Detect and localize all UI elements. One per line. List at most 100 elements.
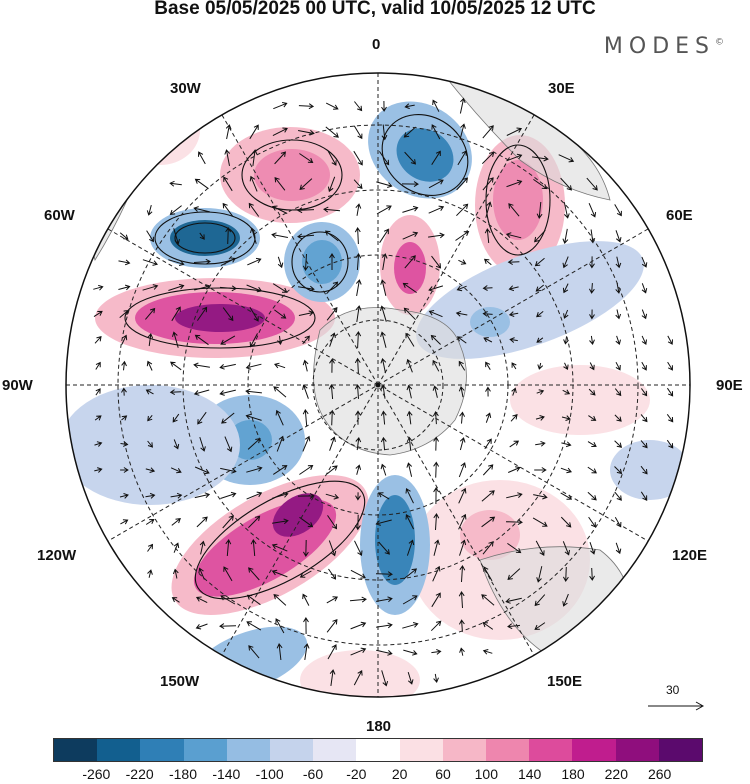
wind-arrow [329, 253, 335, 270]
wind-arrow [355, 203, 362, 216]
wind-arrow [120, 519, 129, 525]
wind-arrow [302, 539, 309, 557]
wind-arrow [428, 310, 443, 318]
wind-arrow [456, 177, 469, 191]
wind-arrow [145, 518, 155, 525]
wind-arrow [482, 649, 493, 655]
wind-arrow [509, 440, 520, 448]
wind-arrow [171, 306, 181, 322]
wind-arrow [405, 514, 415, 530]
wind-arrow [355, 279, 362, 296]
wind-arrow [586, 177, 598, 191]
wind-arrow [615, 361, 621, 371]
wind-arrow [532, 155, 549, 162]
wind-arrow [407, 671, 414, 685]
colorbar-swatch [183, 739, 227, 761]
lon-label-120e: 120E [672, 547, 708, 564]
wind-arrow [378, 151, 390, 166]
lon-label-90w: 90W [2, 377, 33, 394]
wind-arrow [273, 386, 287, 398]
wind-arrow [146, 360, 153, 371]
wind-arrow [508, 285, 519, 292]
wind-arrow [587, 466, 597, 474]
wind-arrow [459, 437, 466, 451]
wind-arrow [406, 539, 415, 556]
wind-arrow [404, 255, 416, 269]
wind-arrow [354, 384, 361, 399]
wind-arrow [327, 644, 337, 660]
wind-arrow [224, 436, 233, 453]
wind-arrow [120, 441, 129, 447]
wind-arrow [406, 410, 413, 425]
wind-arrow [588, 388, 596, 396]
wind-arrow [250, 227, 257, 244]
wind-arrow [380, 305, 387, 322]
wind-arrow [94, 441, 103, 447]
wind-arrow [459, 411, 466, 424]
wind-arrow [198, 151, 206, 165]
wind-arrow [273, 102, 288, 110]
wind-arrow [274, 362, 286, 369]
wind-arrow [274, 309, 287, 319]
wind-arrow [614, 388, 622, 397]
wind-arrow [483, 258, 492, 266]
wind-arrow [641, 283, 648, 294]
wind-arrow [640, 388, 648, 397]
wind-arrow [173, 439, 180, 450]
wind-arrow [615, 256, 622, 269]
wind-arrow [173, 228, 180, 245]
wind-arrow [118, 259, 131, 266]
wind-arrow [145, 467, 156, 473]
wind-arrow [641, 335, 647, 345]
wind-arrow [484, 228, 491, 244]
wind-arrow [456, 203, 469, 217]
wind-arrow [354, 227, 361, 245]
wind-arrow [614, 491, 622, 501]
colorbar-tick-label: -60 [302, 766, 324, 782]
wind-arrow [458, 385, 465, 398]
wind-arrow [534, 594, 546, 607]
wind-arrow [533, 178, 548, 190]
wind-arrow [277, 256, 284, 269]
wind-arrow [536, 389, 545, 395]
wind-arrow [405, 487, 414, 504]
colorbar-tick-label: 60 [435, 766, 451, 782]
wind-arrow [350, 647, 367, 656]
wind-arrow [172, 568, 179, 579]
wind-arrow [536, 337, 544, 343]
wind-arrow [482, 177, 494, 191]
wind-arrow [251, 149, 258, 166]
wind-arrow [458, 360, 466, 371]
wind-arrow [219, 623, 237, 630]
wind-arrow [171, 597, 180, 603]
wind-arrow [246, 621, 262, 631]
wind-arrow [458, 513, 467, 530]
colorbar-tick-label: -260 [82, 766, 111, 782]
wind-arrow [223, 176, 233, 192]
wind-arrow [532, 517, 548, 527]
wind-arrow [378, 541, 390, 555]
wind-arrow [458, 487, 467, 504]
wind-arrow [272, 127, 288, 137]
wind-arrow [560, 177, 573, 191]
wind-arrow [355, 464, 362, 475]
wind-arrow [482, 285, 493, 291]
wind-arrow [508, 311, 519, 317]
wind-arrow [220, 491, 237, 499]
wind-arrow [458, 462, 467, 478]
wind-arrow [431, 255, 442, 269]
wind-arrow [219, 285, 237, 292]
colorbar-swatch [442, 739, 487, 761]
wind-arrow [376, 649, 393, 656]
wind-arrow [402, 231, 419, 240]
wind-arrow [381, 124, 388, 141]
wind-arrow [272, 492, 289, 499]
wind-arrow [95, 361, 101, 370]
wind-arrow [353, 125, 363, 140]
wind-arrow [355, 410, 361, 425]
wind-arrow [506, 179, 523, 188]
wind-arrow [614, 440, 623, 448]
colorbar-swatch [658, 739, 703, 761]
wind-arrow [507, 542, 522, 554]
wind-arrow [507, 568, 521, 581]
